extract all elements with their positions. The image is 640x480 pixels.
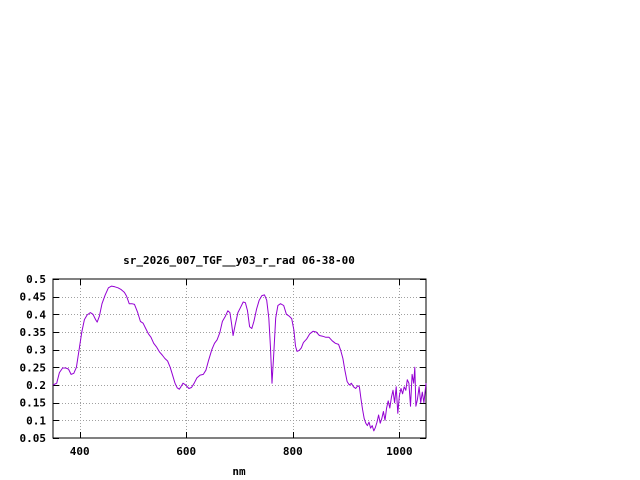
x-tick-label: 600: [176, 445, 196, 458]
y-tick-label: 0.05: [20, 432, 47, 445]
y-tick-label: 0.35: [20, 326, 47, 339]
x-tick-label: 1000: [386, 445, 413, 458]
y-tick-label: 0.4: [26, 308, 46, 321]
y-tick-label: 0.1: [26, 414, 46, 427]
y-tick-label: 0.25: [20, 361, 47, 374]
x-tick-label: 400: [70, 445, 90, 458]
x-axis-label: nm: [232, 465, 246, 478]
y-tick-label: 0.45: [20, 291, 47, 304]
y-tick-label: 0.5: [26, 273, 46, 286]
x-tick-label: 800: [283, 445, 303, 458]
y-tick-label: 0.3: [26, 344, 46, 357]
series-group: [52, 285, 427, 432]
chart-title: sr_2026_007_TGF__y03_r_rad 06-38-00: [123, 254, 355, 267]
series-line: [52, 285, 427, 432]
x-tick-labels: 400 600 800 1000: [70, 445, 413, 458]
y-tick-label: 0.15: [20, 397, 47, 410]
grid-lines: [53, 279, 426, 438]
y-tick-label: 0.2: [26, 379, 46, 392]
tick-marks: [53, 279, 426, 439]
y-tick-labels: 0.05 0.1 0.15 0.2 0.25 0.3 0.35 0.4 0.45 0.5: [20, 273, 47, 445]
plot-frame: [52, 278, 427, 439]
